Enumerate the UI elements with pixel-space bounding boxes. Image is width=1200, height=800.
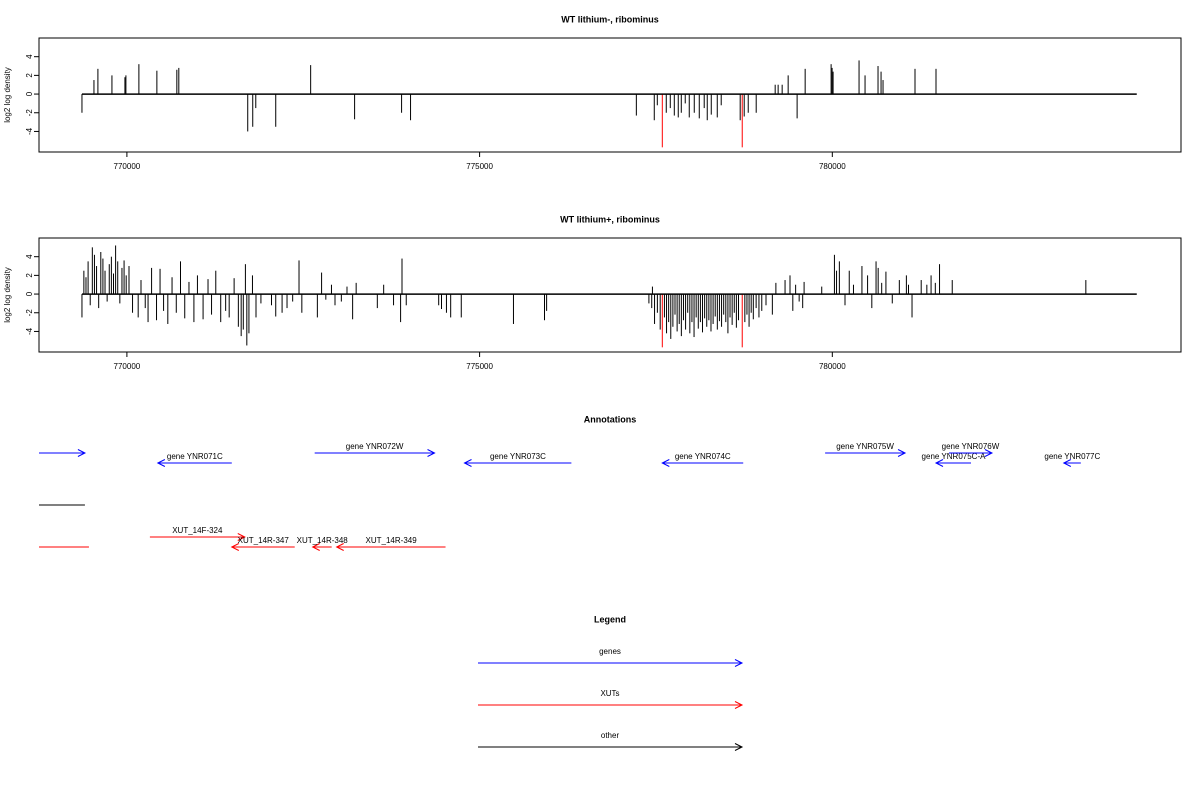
legend-label: genes [599, 647, 621, 656]
y-tick-label: 2 [25, 73, 34, 78]
y-axis-label: log2 log density [3, 267, 12, 323]
annotations-title: Annotations [584, 414, 637, 424]
y-tick-label: -2 [25, 309, 34, 317]
y-tick-label: 4 [25, 54, 34, 59]
chart-title: WT lithium+, ribominus [560, 214, 660, 224]
legend-arrow-head [734, 701, 744, 709]
chart-title: WT lithium-, ribominus [561, 14, 659, 24]
feature-label: gene YNR075C-A [922, 452, 987, 461]
feature-label: gene YNR077C [1044, 452, 1100, 461]
y-tick-label: -2 [25, 109, 34, 117]
y-axis-label: log2 log density [3, 67, 12, 123]
legend-title: Legend [594, 614, 626, 624]
feature-head [661, 459, 670, 467]
x-tick-label: 770000 [114, 162, 141, 171]
plot-box [38, 37, 1182, 153]
legend-label: other [601, 731, 620, 740]
feature-label: gene YNR074C [675, 452, 731, 461]
feature-label: gene YNR072W [346, 442, 404, 451]
feature-label: gene YNR076W [942, 442, 1000, 451]
y-tick-label: 4 [25, 254, 34, 259]
x-tick-label: 770000 [114, 362, 141, 371]
x-tick-label: 780000 [819, 162, 846, 171]
feature-label: gene YNR071C [167, 452, 223, 461]
x-tick-label: 775000 [466, 362, 493, 371]
feature-head [77, 449, 87, 457]
feature-head [1062, 459, 1072, 467]
feature-head [335, 543, 344, 551]
legend-arrow-head [734, 743, 744, 751]
feature-head [463, 459, 472, 467]
plot-box [38, 237, 1182, 353]
feature-head [237, 533, 246, 541]
feature-label: XUT_14R-349 [366, 536, 418, 545]
feature-head [984, 449, 994, 457]
legend-arrow-head [734, 659, 744, 667]
x-tick-label: 775000 [466, 162, 493, 171]
feature-label: gene YNR075W [836, 442, 894, 451]
feature-head [897, 449, 907, 457]
legend-label: XUTs [600, 689, 619, 698]
feature-label: gene YNR073C [490, 452, 546, 461]
y-tick-label: 0 [25, 291, 34, 296]
feature-label: XUT_14R-347 [238, 536, 290, 545]
feature-head [230, 543, 240, 551]
x-tick-label: 780000 [819, 362, 846, 371]
y-tick-label: 2 [25, 273, 34, 278]
y-tick-label: 0 [25, 91, 34, 96]
feature-head [156, 459, 166, 467]
feature-head [427, 449, 436, 457]
feature-head [311, 543, 320, 551]
feature-label: XUT_14R-348 [297, 536, 349, 545]
feature-label: XUT_14F-324 [172, 526, 223, 535]
feature-head [934, 459, 944, 467]
y-tick-label: -4 [25, 127, 34, 135]
y-tick-label: -4 [25, 327, 34, 335]
